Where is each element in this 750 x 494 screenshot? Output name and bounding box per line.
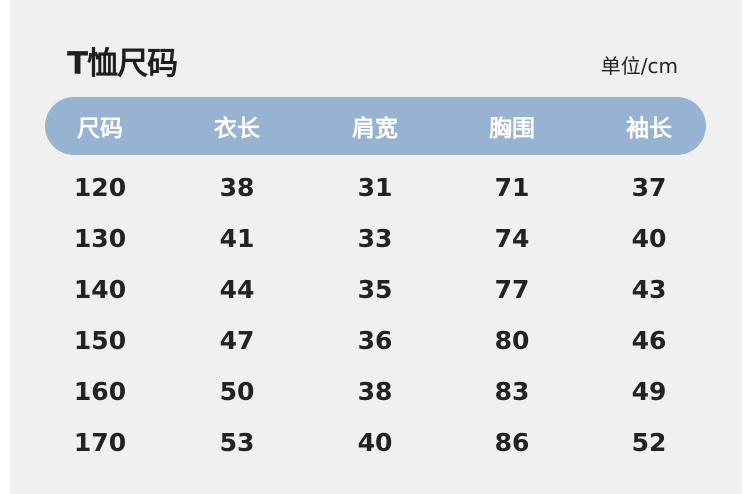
table-cell: 47: [219, 326, 255, 355]
table-cell: 170: [73, 428, 127, 457]
column-header: 胸围: [489, 116, 535, 142]
column-header: 衣长: [214, 116, 260, 142]
table-cell: 46: [631, 326, 667, 355]
page-title: T恤尺码: [67, 46, 178, 82]
table-cell: 52: [631, 428, 667, 457]
table-cell: 43: [631, 275, 667, 304]
column-header: 肩宽: [352, 116, 398, 142]
table-cell: 35: [357, 275, 393, 304]
size-chart-panel: T恤尺码 单位/cm: [10, 0, 742, 494]
table-cell: 37: [631, 173, 667, 202]
table-cell: 71: [494, 173, 530, 202]
table-cell: 49: [631, 377, 667, 406]
table-cell: 33: [357, 224, 393, 253]
table-cell: 36: [357, 326, 393, 355]
table-row: 140 44 35 77 43: [0, 275, 750, 315]
unit-label: 单位/cm: [600, 54, 678, 78]
table-cell: 77: [494, 275, 530, 304]
table-row: 170 53 40 86 52: [0, 428, 750, 468]
column-header: 尺码: [77, 116, 123, 142]
table-cell: 38: [357, 377, 393, 406]
table-cell: 40: [631, 224, 667, 253]
table-cell: 41: [219, 224, 255, 253]
table-cell: 83: [494, 377, 530, 406]
table-row: 120 38 31 71 37: [0, 173, 750, 213]
table-cell: 86: [494, 428, 530, 457]
table-cell: 31: [357, 173, 393, 202]
table-cell: 50: [219, 377, 255, 406]
table-cell: 40: [357, 428, 393, 457]
table-cell: 38: [219, 173, 255, 202]
table-header: 尺码 衣长 肩宽 胸围 袖长: [45, 97, 706, 155]
column-header: 袖长: [626, 116, 672, 142]
table-row: 150 47 36 80 46: [0, 326, 750, 366]
table-cell: 80: [494, 326, 530, 355]
table-cell: 74: [494, 224, 530, 253]
table-cell: 150: [73, 326, 127, 355]
table-row: 130 41 33 74 40: [0, 224, 750, 264]
table-cell: 120: [73, 173, 127, 202]
table-cell: 140: [73, 275, 127, 304]
table-cell: 53: [219, 428, 255, 457]
table-row: 160 50 38 83 49: [0, 377, 750, 417]
table-cell: 130: [73, 224, 127, 253]
table-cell: 44: [219, 275, 255, 304]
table-cell: 160: [73, 377, 127, 406]
